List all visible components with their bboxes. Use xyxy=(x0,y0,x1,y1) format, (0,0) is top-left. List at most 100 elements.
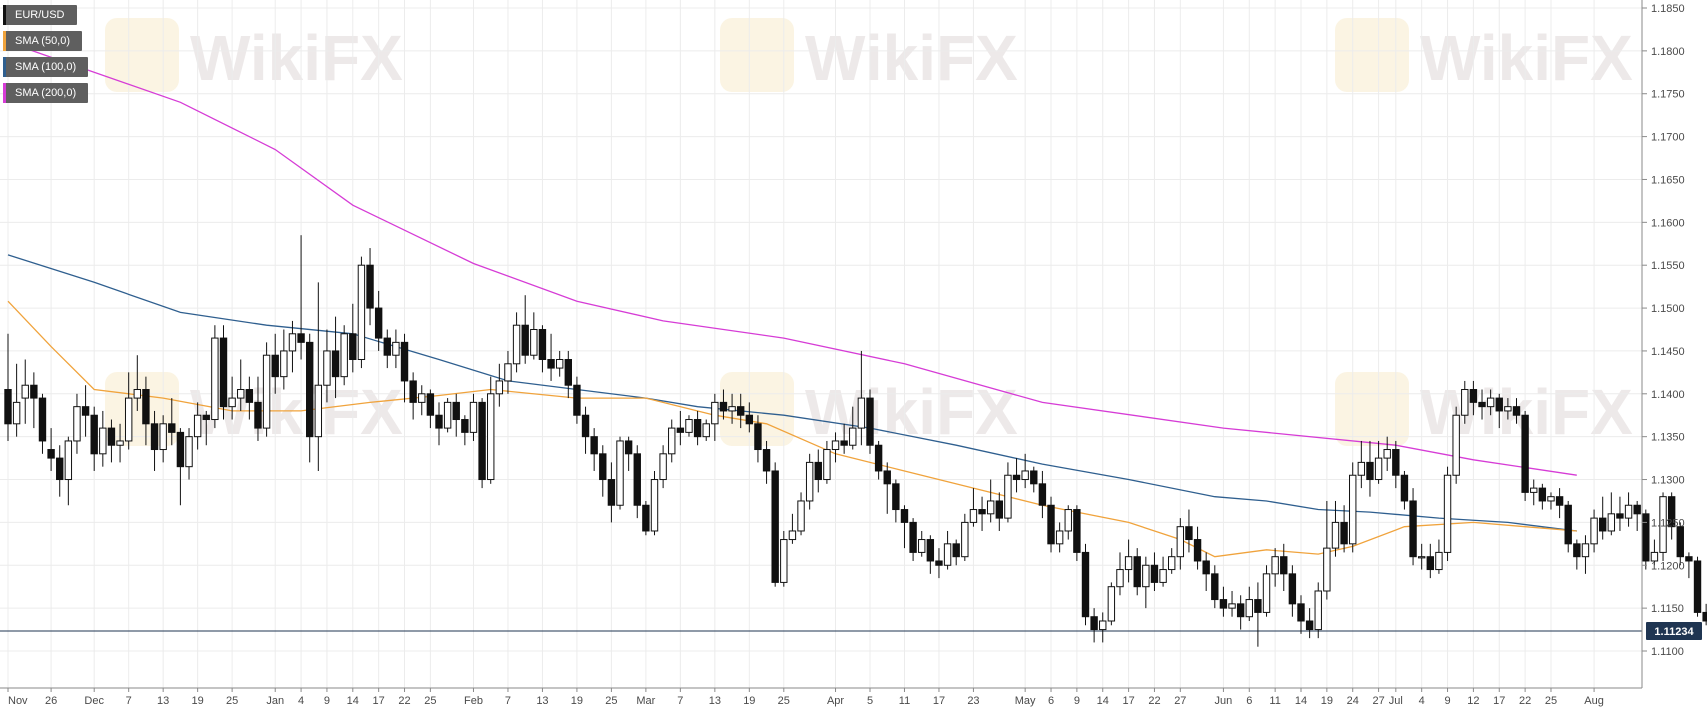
candle xyxy=(607,462,616,523)
candle xyxy=(495,363,504,407)
candle xyxy=(1676,522,1684,566)
candle xyxy=(168,398,176,446)
candle xyxy=(969,488,978,527)
candle xyxy=(1667,492,1676,540)
candle xyxy=(745,402,754,433)
candle-body-up xyxy=(857,397,866,429)
candle xyxy=(1435,539,1443,574)
candle-body-down xyxy=(90,414,98,455)
x-tick-label: 11 xyxy=(1269,695,1280,707)
candle-body-up xyxy=(1004,474,1012,519)
x-tick-label: 19 xyxy=(743,695,755,707)
x-tick-label: 22 xyxy=(1148,695,1160,707)
candle xyxy=(1236,595,1245,630)
candle-body-up xyxy=(288,333,297,352)
watermark-logo-icon xyxy=(105,372,179,446)
x-tick-label: 14 xyxy=(1097,695,1109,707)
y-tick-label: 1.1550 xyxy=(1651,260,1685,272)
candle xyxy=(1305,608,1314,639)
candle xyxy=(831,432,840,463)
candle xyxy=(1581,535,1590,574)
candle-body-down xyxy=(676,427,685,433)
legend-item-eurusd[interactable]: EUR/USD xyxy=(3,5,77,25)
last-price-tag xyxy=(1646,621,1702,640)
candle xyxy=(1461,380,1469,424)
y-tick-label: 1.1200 xyxy=(1651,560,1685,572)
candle-body-up xyxy=(918,539,926,553)
legend-item-sma200[interactable]: SMA (200,0) xyxy=(3,83,89,103)
candle xyxy=(590,428,598,471)
candle xyxy=(1366,440,1374,497)
candle-body-up xyxy=(780,539,788,583)
candle-body-up xyxy=(702,423,710,438)
candle xyxy=(1633,500,1641,531)
candle-body-up xyxy=(805,461,814,502)
candle xyxy=(728,393,736,424)
candle xyxy=(1073,505,1081,561)
candle xyxy=(340,325,348,386)
candle-body-down xyxy=(202,414,210,421)
candle-body-up xyxy=(495,380,504,395)
candle xyxy=(883,462,891,514)
candle-body-up xyxy=(1650,551,1659,562)
candle xyxy=(176,428,185,506)
candle-body-down xyxy=(219,337,228,408)
legend-item-sma100[interactable]: SMA (100,0) xyxy=(3,57,89,77)
candle-body-down xyxy=(1693,560,1702,613)
watermark-logo-icon xyxy=(1335,18,1409,92)
candle-body-down xyxy=(1573,543,1581,558)
candle-body-down xyxy=(38,397,47,442)
candle-body-down xyxy=(719,401,728,412)
legend-label-sma50: SMA (50,0) xyxy=(15,35,71,47)
candle-body-up xyxy=(99,427,107,455)
candle-body-up xyxy=(1064,509,1072,532)
candle xyxy=(1564,500,1572,553)
candle xyxy=(1081,543,1090,626)
y-tick-label: 1.1500 xyxy=(1651,303,1685,315)
candle xyxy=(530,312,538,360)
legend-item-sma50[interactable]: SMA (50,0) xyxy=(3,31,83,51)
candle-body-up xyxy=(340,333,348,378)
watermark-text: WikiFX xyxy=(805,22,1018,94)
legend-swatch-sma200 xyxy=(3,83,6,103)
candle-body-up xyxy=(797,500,805,532)
candle xyxy=(978,496,986,531)
candle-body-up xyxy=(1581,543,1590,558)
candle xyxy=(805,453,814,510)
candle-body-down xyxy=(521,324,529,356)
candle-body-up xyxy=(392,341,400,356)
candle-body-down xyxy=(1685,556,1693,562)
candle xyxy=(323,329,331,403)
legend-label-sma100: SMA (100,0) xyxy=(15,61,77,73)
candle xyxy=(1616,496,1624,531)
candle-body-down xyxy=(1150,564,1159,583)
candle xyxy=(288,320,297,373)
candle-body-down xyxy=(1478,401,1486,408)
candle-body-up xyxy=(1383,449,1391,459)
candle-body-up xyxy=(1417,556,1426,559)
candle xyxy=(331,316,340,399)
candle xyxy=(952,539,960,566)
candle-body-up xyxy=(262,354,271,429)
candle xyxy=(1176,518,1185,570)
legend-label-eurusd: EUR/USD xyxy=(15,9,65,21)
candle-body-down xyxy=(400,341,409,382)
x-tick-label: 4 xyxy=(298,695,304,707)
candle xyxy=(452,393,460,437)
candle xyxy=(711,393,719,441)
candle xyxy=(616,436,624,510)
candle xyxy=(788,513,797,544)
candle-body-down xyxy=(1288,573,1297,605)
candle xyxy=(193,402,202,450)
candle xyxy=(866,389,874,454)
candle-body-up xyxy=(1504,406,1512,412)
candle xyxy=(857,350,866,446)
candle xyxy=(659,445,667,489)
candle xyxy=(642,500,650,536)
candle-body-down xyxy=(1366,461,1374,481)
legend: EUR/USD SMA (50,0) SMA (100,0) SMA (200,… xyxy=(3,5,89,109)
x-tick-label: 17 xyxy=(1493,695,1505,707)
candle xyxy=(1030,466,1038,493)
candle xyxy=(771,462,779,587)
candle-body-down xyxy=(978,509,986,515)
